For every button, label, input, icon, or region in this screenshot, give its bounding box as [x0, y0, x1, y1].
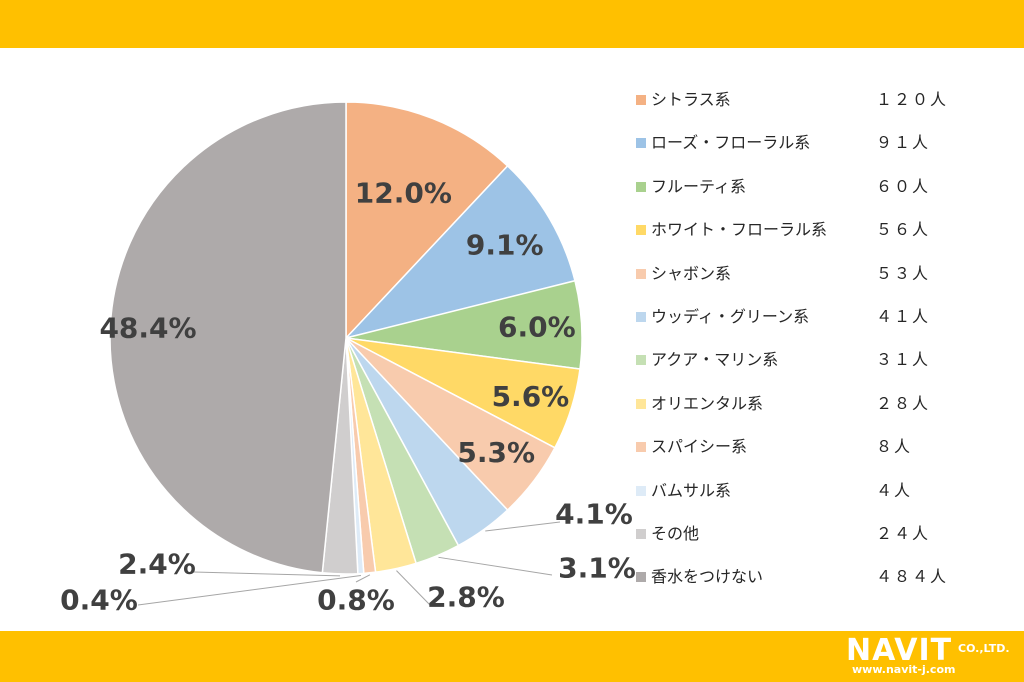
leader-line: [485, 521, 561, 532]
data-label: 2.8%: [427, 581, 505, 614]
pie-slice: [345, 101, 509, 340]
legend-label: アクア・マリン系: [651, 350, 779, 370]
legend-swatch: [636, 138, 646, 149]
legend-item: シャボン系 ５３人: [636, 263, 966, 285]
legend-count: ２８人: [876, 393, 931, 413]
navit-logo: NAVIT CO.,LTD. www.navit-j.com: [846, 634, 1018, 678]
pie-chart: 12.0% 9.1% 6.0% 5.6% 5.3% 4.1% 3.1% 2.8% 0.8% 0.4…: [60, 101, 636, 617]
legend-count: ５３人: [876, 263, 931, 283]
logo-url: www.navit-j.com: [852, 663, 956, 676]
data-label: 12.0%: [355, 177, 452, 210]
legend-count: １２０人: [876, 90, 949, 109]
legend-count: ４人: [876, 480, 913, 500]
legend-count: ６０人: [876, 176, 931, 196]
data-label: 0.8%: [317, 584, 395, 617]
legend-swatch: [636, 442, 646, 453]
legend-label: シャボン系: [651, 263, 732, 283]
legend-swatch: [636, 572, 646, 583]
legend-swatch: [636, 485, 646, 496]
legend-swatch: [636, 398, 646, 409]
leader-line: [438, 556, 553, 576]
legend-label: その他: [651, 524, 700, 543]
legend-count: ３１人: [876, 350, 931, 370]
legend-label: バムサル系: [651, 480, 732, 500]
legend-label: ホワイト・フローラル系: [651, 220, 828, 240]
legend-item: ウッディ・グリーン系 ４１人: [636, 306, 966, 328]
legend-item: スパイシー系 ８人: [636, 436, 966, 458]
top-banner: [0, 0, 1024, 48]
legend-label: フルーティ系: [651, 176, 747, 196]
legend-item: シトラス系 １２０人: [636, 89, 966, 111]
legend-item: ローズ・フローラル系 ９１人: [636, 132, 966, 154]
legend-item: 香水をつけない ４８４人: [636, 566, 966, 588]
legend-label: オリエンタル系: [651, 393, 764, 413]
legend-count: ８人: [876, 437, 913, 457]
legend-swatch: [636, 268, 646, 279]
data-label: 3.1%: [558, 552, 636, 585]
legend-swatch: [636, 529, 646, 539]
legend-count: ４１人: [876, 307, 931, 326]
leader-line: [137, 575, 362, 606]
data-label: 5.3%: [457, 436, 535, 469]
logo-brand: NAVIT: [846, 633, 953, 668]
leader-line: [355, 574, 371, 583]
data-label: 5.6%: [492, 380, 570, 413]
legend-swatch: [636, 355, 646, 366]
legend-count: ２４人: [876, 524, 931, 543]
data-label: 9.1%: [466, 228, 544, 261]
legend-item: フルーティ系 ６０人: [636, 176, 966, 198]
legend-item: ホワイト・フローラル系 ５６人: [636, 219, 966, 241]
legend-label: ウッディ・グリーン系: [651, 307, 810, 326]
leader-line: [396, 570, 431, 606]
data-label: 0.4%: [60, 584, 138, 617]
legend-swatch: [636, 312, 646, 322]
legend-label: スパイシー系: [651, 437, 748, 457]
data-label: 4.1%: [555, 498, 633, 531]
legend-swatch: [636, 181, 646, 192]
legend-item: アクア・マリン系 ３１人: [636, 349, 966, 371]
legend-count: ９１人: [876, 133, 931, 153]
legend-swatch: [636, 95, 646, 105]
data-label: 2.4%: [118, 548, 196, 581]
legend-count: ５６人: [876, 220, 931, 240]
legend-count: ４８４人: [876, 567, 949, 587]
legend-label: 香水をつけない: [651, 567, 764, 587]
logo-company-suffix: CO.,LTD.: [958, 642, 1010, 655]
legend-item: バムサル系 ４人: [636, 480, 966, 502]
pie-slice: [109, 101, 347, 574]
legend-item: その他 ２４人: [636, 523, 966, 545]
legend-swatch: [636, 225, 646, 236]
legend-label: シトラス系: [651, 90, 731, 109]
legend-label: ローズ・フローラル系: [651, 133, 811, 153]
data-label: 6.0%: [498, 311, 576, 344]
bottom-banner: [0, 631, 1024, 682]
leader-line: [193, 571, 341, 577]
legend-item: オリエンタル系 ２８人: [636, 393, 966, 415]
data-label: 48.4%: [99, 312, 196, 345]
